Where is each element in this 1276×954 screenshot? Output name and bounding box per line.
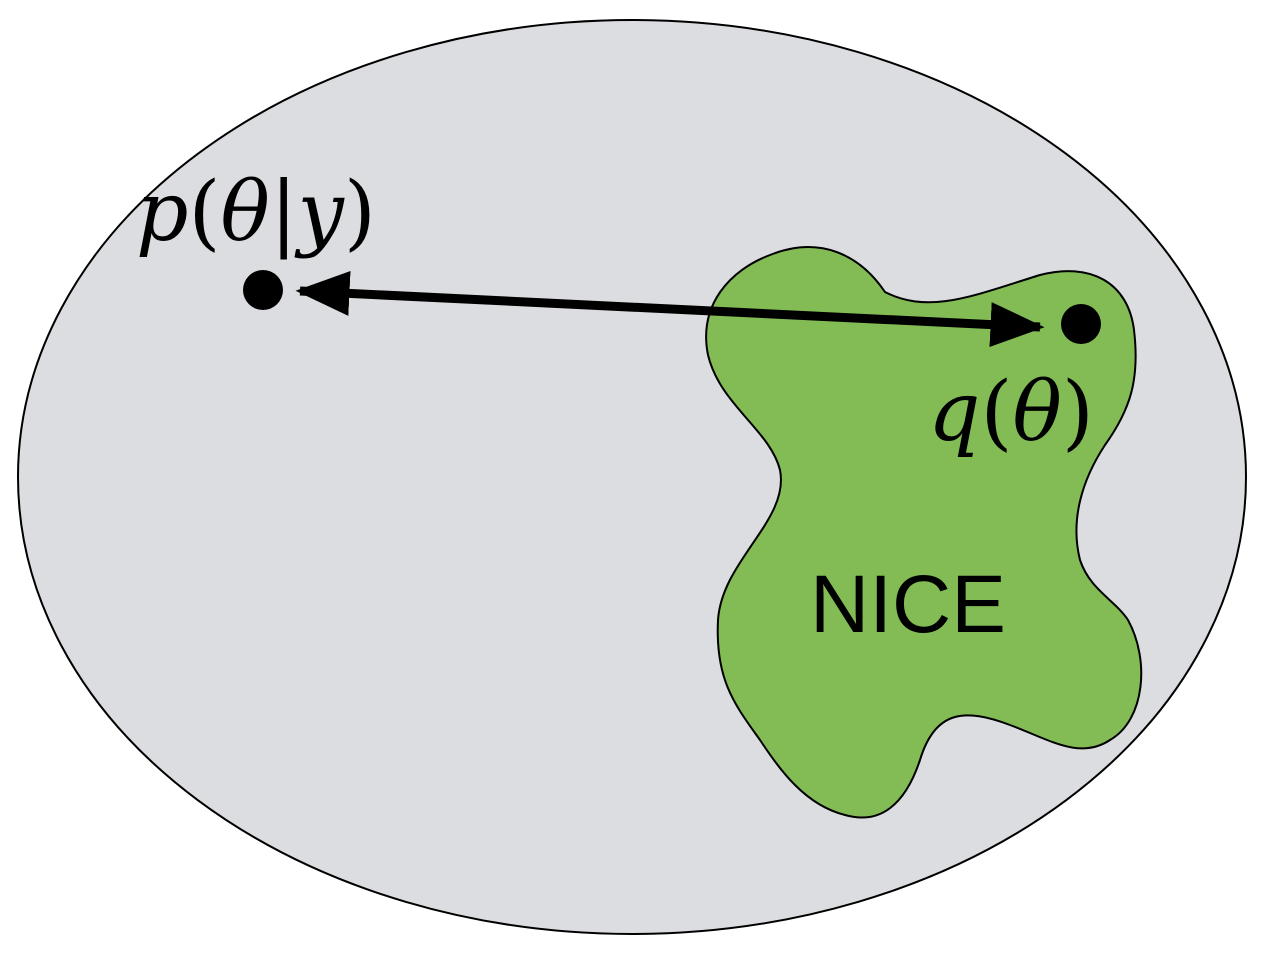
posterior-label: p(θ|y) [136,165,376,260]
nice-family-region [705,246,1143,819]
approximation-point [1061,304,1101,344]
posterior-bar: | [270,165,298,260]
approximation-open-paren: ( [981,365,1013,460]
posterior-open-paren: ( [189,165,221,260]
approximation-label: q(θ) [928,365,1094,460]
kl-divergence-arrow [295,270,1045,348]
posterior-y: y [294,165,346,260]
posterior-point [243,270,283,310]
posterior-func: p [136,165,189,260]
posterior-close-paren: ) [344,165,376,260]
approximation-theta: θ [1013,365,1062,460]
nice-label: NICE [810,559,1006,650]
approximation-func: q [928,365,981,460]
approximation-close-paren: ) [1062,365,1094,460]
posterior-theta: θ [221,165,270,260]
